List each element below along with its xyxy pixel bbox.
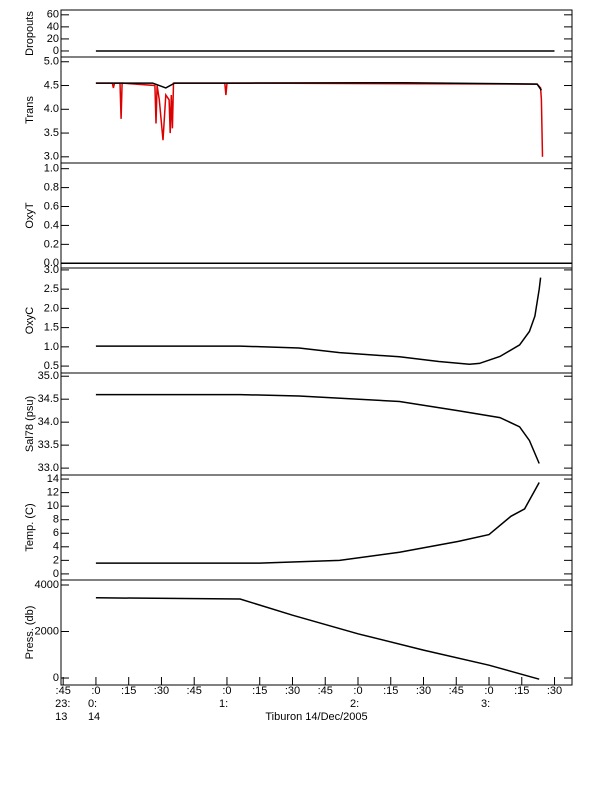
y-tick-label: 8: [53, 514, 59, 526]
y-axis-label: Dropouts: [24, 11, 36, 56]
y-tick-label: 0.5: [44, 360, 59, 372]
x-hour-label: 1:: [219, 698, 228, 710]
x-tick-label: :45: [449, 685, 464, 697]
y-tick-label: 0.0: [44, 257, 59, 269]
x-tick-label: :15: [383, 685, 398, 697]
x-tick-label: :15: [252, 685, 267, 697]
x-tick-label: :30: [285, 685, 300, 697]
x-hour-label: 23:: [55, 698, 70, 710]
panel-frame: [60, 56, 573, 164]
panel-frame: [60, 474, 573, 581]
y-axis-label: Sal78 (psu): [24, 396, 36, 452]
y-tick-label: 0.2: [44, 238, 59, 250]
data-line: [95, 597, 540, 680]
y-axis-label: Temp. (C): [24, 503, 36, 551]
y-axis-label: OxyC: [24, 307, 36, 335]
x-tick-label: :0: [91, 685, 100, 697]
x-tick-label: :30: [154, 685, 169, 697]
y-tick-label: 4.5: [44, 79, 59, 91]
y-tick-label: 40: [47, 21, 59, 33]
y-tick-label: 2.5: [44, 283, 59, 295]
data-line: [95, 393, 540, 464]
y-tick-label: 10: [47, 500, 59, 512]
y-tick-label: 3.0: [44, 264, 59, 276]
y-tick-label: 2.0: [44, 302, 59, 314]
panel-frame: [60, 579, 573, 686]
x-tick-label: :30: [416, 685, 431, 697]
y-tick-label: 2000: [35, 625, 59, 637]
y-tick-label: 33.0: [38, 462, 59, 474]
y-tick-label: 0.8: [44, 182, 59, 194]
x-tick-label: :15: [514, 685, 529, 697]
y-tick-label: 33.5: [38, 439, 59, 451]
x-hour-label: 3:: [481, 698, 490, 710]
y-axis-label: OxyT: [24, 202, 36, 229]
x-tick-label: :0: [484, 685, 493, 697]
x-tick-label: :0: [353, 685, 362, 697]
y-tick-label: 2: [53, 554, 59, 566]
y-tick-label: 5.0: [44, 56, 59, 68]
y-tick-label: 1.0: [44, 341, 59, 353]
y-tick-label: 1.0: [44, 163, 59, 175]
x-tick-label: :45: [187, 685, 202, 697]
panel-frame: [60, 9, 573, 58]
x-tick-label: :30: [547, 685, 562, 697]
y-tick-label: 0.6: [44, 200, 59, 212]
y-tick-label: 4: [53, 541, 59, 553]
data-line: [95, 277, 542, 365]
y-tick-label: 3.0: [44, 151, 59, 163]
y-tick-label: 0: [53, 672, 59, 684]
y-tick-label: 1.5: [44, 322, 59, 334]
y-axis-label: Press. (db): [24, 606, 36, 660]
data-line: [95, 482, 540, 564]
x-hour-label: 0:: [88, 698, 97, 710]
y-tick-label: 34.5: [38, 393, 59, 405]
y-tick-label: 35.0: [38, 370, 59, 382]
data-line: [95, 82, 544, 157]
panel-frame: [60, 372, 573, 476]
x-tick-label: :45: [318, 685, 333, 697]
y-tick-label: 0.4: [44, 219, 59, 231]
y-tick-label: 0: [53, 45, 59, 57]
x-tick-label: :45: [56, 685, 71, 697]
x-day-label: 13: [55, 711, 67, 723]
y-tick-label: 4.0: [44, 103, 59, 115]
y-tick-label: 3.5: [44, 127, 59, 139]
x-day-label: 14: [88, 711, 100, 723]
x-tick-label: :0: [222, 685, 231, 697]
y-tick-label: 4000: [35, 579, 59, 591]
y-axis-label: Trans: [24, 96, 36, 124]
y-tick-label: 12: [47, 487, 59, 499]
y-tick-label: 34.0: [38, 416, 59, 428]
y-tick-label: 14: [47, 473, 59, 485]
y-tick-label: 20: [47, 33, 59, 45]
y-tick-label: 6: [53, 527, 59, 539]
y-tick-label: 60: [47, 9, 59, 21]
y-tick-label: 0: [53, 568, 59, 580]
data-line: [95, 81, 543, 91]
x-hour-label: 2:: [350, 698, 359, 710]
panel-frame: [60, 162, 573, 269]
x-axis-label: Tiburon 14/Dec/2005: [265, 711, 367, 723]
x-tick-label: :15: [121, 685, 136, 697]
